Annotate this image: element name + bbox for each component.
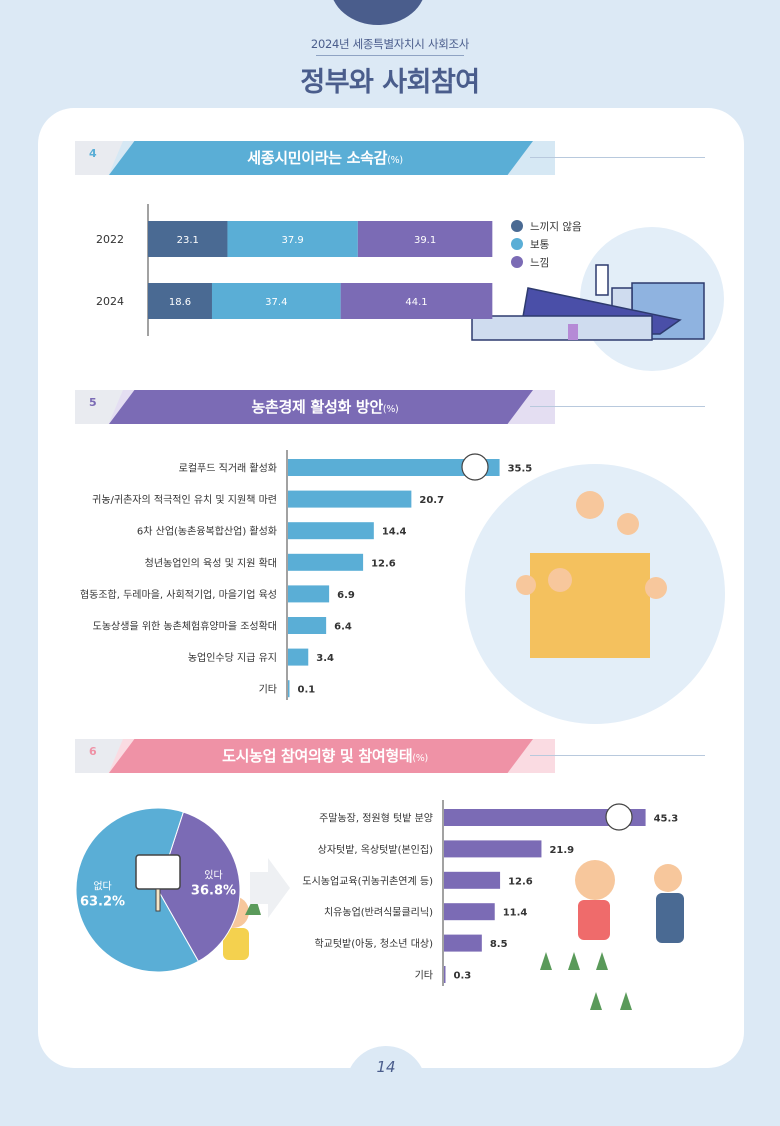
legend-swatch: [511, 220, 523, 232]
pie-slice: [75, 807, 200, 973]
section-title: 세종시민이라는 소속감(%): [247, 149, 403, 167]
data-label: 12.6: [508, 876, 533, 887]
bar: [288, 490, 412, 508]
bar: [288, 459, 500, 476]
legend-label: 느끼지 않음: [530, 221, 582, 233]
bar: [288, 522, 374, 540]
category-label: 주말농장, 정원형 텃밭 분양: [319, 813, 433, 825]
bar: [444, 871, 501, 889]
section-band: [109, 739, 533, 773]
report-subtitle: 2024년 세종특별자치시 사회조사: [310, 37, 470, 51]
category-label: 기타: [259, 684, 277, 696]
data-label: 44.1: [405, 297, 427, 308]
legend-label: 느낌: [530, 257, 549, 269]
sejong-building-illustration: [471, 227, 724, 371]
pie-slice: [157, 811, 241, 963]
bar: [444, 840, 542, 858]
data-label: 11.4: [503, 908, 528, 919]
data-label: 45.3: [654, 814, 679, 825]
data-label: 14.4: [382, 527, 407, 538]
data-label: 0.3: [454, 971, 472, 982]
section-band: [109, 390, 533, 424]
bar-segment: [340, 283, 493, 319]
category-label: 2024: [96, 295, 124, 308]
bar: [444, 934, 482, 952]
data-label: 6.4: [334, 622, 352, 633]
signboard-post: [155, 888, 161, 912]
data-label: 37.9: [282, 235, 304, 246]
category-label: 상자텃밭, 옥상텃밭(본인집): [318, 844, 433, 856]
category-label: 농업인수당 지급 유지: [188, 651, 277, 664]
data-label: 8.5: [490, 939, 508, 950]
data-label: 12.6: [371, 558, 396, 569]
signboard: [135, 854, 181, 890]
page-number: 14: [376, 1058, 396, 1076]
subtitle-divider: [316, 55, 464, 56]
bar: [444, 809, 646, 826]
urban-farming-illustration: [540, 860, 684, 1010]
category-label: 귀농/귀촌자의 적극적인 유치 및 지원책 마련: [92, 494, 277, 506]
bar: [288, 585, 330, 603]
vegetable-icon: [461, 453, 489, 481]
pie-value: 36.8%: [191, 883, 236, 898]
section-rule: [530, 157, 705, 158]
category-label: 2022: [96, 233, 124, 246]
data-label: 23.1: [177, 235, 199, 246]
category-label: 도농상생을 위한 농촌체험휴양마을 조성확대: [93, 620, 277, 633]
farmer-icon: [605, 803, 633, 831]
data-label: 20.7: [419, 495, 444, 506]
category-label: 기타: [415, 970, 433, 982]
bar-segment: [227, 221, 358, 257]
section-title: 도시농업 참여의향 및 참여형태(%): [222, 747, 428, 765]
bar-segment: [148, 221, 228, 257]
category-label: 학교텃밭(아동, 청소년 대상): [314, 938, 433, 950]
category-label: 협동조합, 두레마을, 사회적기업, 마을기업 육성: [80, 588, 277, 601]
bar: [444, 966, 446, 983]
data-label: 35.5: [508, 464, 533, 475]
data-label: 18.6: [169, 297, 191, 308]
bar: [288, 617, 327, 634]
legend-swatch: [511, 238, 523, 250]
data-label: 6.9: [337, 590, 355, 601]
category-label: 청년농업인의 육성 및 지원 확대: [145, 556, 277, 569]
bar: [444, 903, 495, 921]
data-label: 21.9: [549, 845, 574, 856]
category-label: 6차 산업(농촌융복합산업) 활성화: [137, 525, 277, 538]
legend-swatch: [511, 256, 523, 268]
pie-label: 있다: [204, 869, 222, 881]
bar-segment: [211, 283, 341, 319]
bar-segment: [357, 221, 493, 257]
pie-value: 63.2%: [80, 895, 125, 910]
data-label: 37.4: [265, 297, 287, 308]
category-label: 로컬푸드 직거래 활성화: [179, 462, 277, 475]
data-label: 39.1: [414, 235, 436, 246]
section-band: [109, 141, 533, 175]
charts-canvas: 2022 23.1 37.9 39.1 2024 18.6 37.4 44.1 느끼지 않음보통…: [75, 204, 725, 1010]
data-label: 0.1: [298, 685, 316, 696]
data-label: 3.4: [316, 653, 334, 664]
bar: [288, 553, 364, 571]
page-title: 정부와 사회참여: [300, 67, 480, 98]
category-label: 치유농업(반려식물클리닉): [324, 906, 433, 919]
bar: [288, 648, 309, 666]
legend-label: 보통: [530, 239, 550, 251]
section-rule: [530, 406, 705, 407]
farmers-illustration: [465, 464, 725, 724]
section-rule: [530, 755, 705, 756]
pie-arrow: [250, 858, 290, 918]
bar-segment: [148, 283, 212, 319]
section-title: 농촌경제 활성화 방안(%): [251, 398, 399, 416]
pie-label: 없다: [93, 880, 111, 893]
category-label: 도시농업교육(귀농귀촌연계 등): [302, 874, 433, 887]
bar: [288, 680, 290, 698]
